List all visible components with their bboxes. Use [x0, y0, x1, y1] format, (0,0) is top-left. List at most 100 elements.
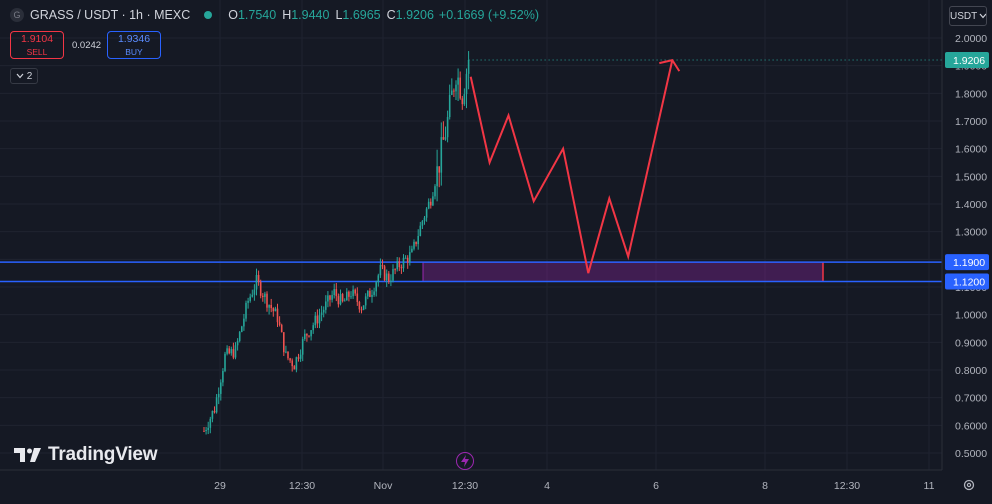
candle	[381, 259, 384, 270]
candle	[356, 287, 359, 306]
ohlc-key-h: H	[282, 8, 292, 22]
ohlc-values: O1.7540 H1.9440 L1.6965 C1.9206 +0.1669 (+9.…	[222, 8, 539, 22]
indicators-count: 2	[26, 70, 33, 82]
price-axis[interactable]: 2.00001.90001.80001.70001.60001.50001.40…	[941, 0, 992, 504]
time-tick-label: 12:30	[834, 480, 860, 492]
candle	[312, 322, 314, 334]
candle	[314, 311, 317, 329]
candle	[293, 364, 296, 370]
candle	[434, 184, 436, 200]
projection-line[interactable]	[469, 59, 674, 274]
candle	[238, 330, 241, 343]
chart-legend: G GRASS / USDT · 1h · MEXC O1.7540 H1.944…	[10, 8, 539, 22]
candle	[392, 264, 394, 283]
price-tick-label: 1.3000	[955, 227, 987, 239]
candle	[369, 288, 371, 298]
candle	[383, 264, 386, 282]
support-zone-rect[interactable]	[422, 261, 824, 282]
candle	[289, 357, 291, 363]
candle	[287, 351, 289, 361]
candle	[343, 298, 346, 302]
spread-value: 0.0242	[72, 40, 102, 51]
candle	[394, 268, 396, 275]
candle	[295, 356, 298, 373]
candle	[457, 68, 459, 101]
candle	[463, 88, 466, 106]
price-tick-label: 1.5000	[955, 171, 987, 183]
time-tick-label: 6	[653, 480, 659, 492]
candle	[241, 325, 243, 333]
time-axis[interactable]: 29 12:30 Nov 12:30 4 6 8 12:30 11	[0, 469, 942, 492]
candle	[325, 295, 327, 314]
ohlc-value-c: 1.9206	[395, 8, 434, 22]
candle	[354, 288, 356, 296]
candle	[215, 394, 218, 414]
candle	[341, 292, 344, 303]
currency-label: USDT	[950, 10, 978, 22]
candle	[205, 426, 207, 435]
horizontal-levels[interactable]	[0, 261, 942, 283]
buy-button[interactable]: 1.9346 BUY	[107, 31, 161, 59]
lightning-icon[interactable]	[456, 452, 474, 470]
candle	[346, 288, 348, 301]
candle	[362, 305, 365, 311]
candle	[327, 291, 329, 308]
ohlc-key-c: C	[386, 8, 396, 22]
price-tick-label: 0.5000	[955, 448, 987, 460]
candle	[411, 245, 413, 253]
tradingview-logo[interactable]: TradingView	[14, 444, 158, 466]
time-tick-label: 12:30	[452, 480, 478, 492]
sell-button[interactable]: 1.9104 SELL	[10, 31, 64, 59]
candle	[427, 198, 430, 210]
buy-price: 1.9346	[117, 33, 151, 45]
candle	[226, 345, 228, 356]
candle	[253, 284, 256, 301]
candle	[278, 316, 281, 327]
level-price-tag: 1.1200	[953, 276, 985, 288]
candle	[308, 335, 310, 338]
candle	[438, 166, 440, 188]
projection-arrowhead	[659, 58, 681, 72]
candle	[388, 271, 390, 285]
candle	[331, 290, 333, 303]
symbol-title[interactable]: GRASS / USDT · 1h · MEXC	[30, 8, 191, 22]
candle	[222, 368, 224, 387]
candle	[430, 198, 432, 209]
price-tick-label: 0.8000	[955, 365, 987, 377]
market-status-icon	[204, 11, 213, 19]
candle	[285, 345, 287, 354]
projection-path[interactable]	[469, 58, 681, 274]
price-tick-label: 1.0000	[955, 310, 987, 322]
candle	[203, 426, 205, 432]
currency-button[interactable]: USDT	[949, 6, 987, 26]
candle	[272, 307, 275, 317]
candle	[247, 297, 249, 309]
indicators-toggle-button[interactable]: 2	[10, 68, 38, 84]
time-tick-label: 11	[924, 480, 935, 492]
candle	[220, 379, 222, 401]
gear-icon[interactable]	[962, 478, 976, 492]
candle	[234, 342, 237, 360]
price-tick-label: 1.4000	[955, 199, 987, 211]
candle	[465, 68, 468, 109]
candle	[409, 245, 411, 266]
ohlc-value-h: 1.9440	[291, 8, 330, 22]
candlestick-series	[203, 51, 942, 435]
candle	[245, 300, 247, 322]
candle	[213, 406, 216, 414]
candle	[266, 291, 268, 312]
candle	[276, 303, 279, 328]
candle	[301, 336, 304, 362]
candle	[329, 294, 331, 307]
time-tick-label: 8	[762, 480, 768, 492]
support-zone[interactable]	[422, 261, 824, 282]
candle	[211, 410, 214, 423]
candle	[262, 293, 264, 302]
candle	[228, 346, 230, 355]
candle	[379, 258, 382, 278]
candle	[367, 290, 369, 300]
candle	[375, 280, 377, 297]
time-tick-label: Nov	[374, 480, 393, 492]
price-tick-label: 0.9000	[955, 337, 987, 349]
